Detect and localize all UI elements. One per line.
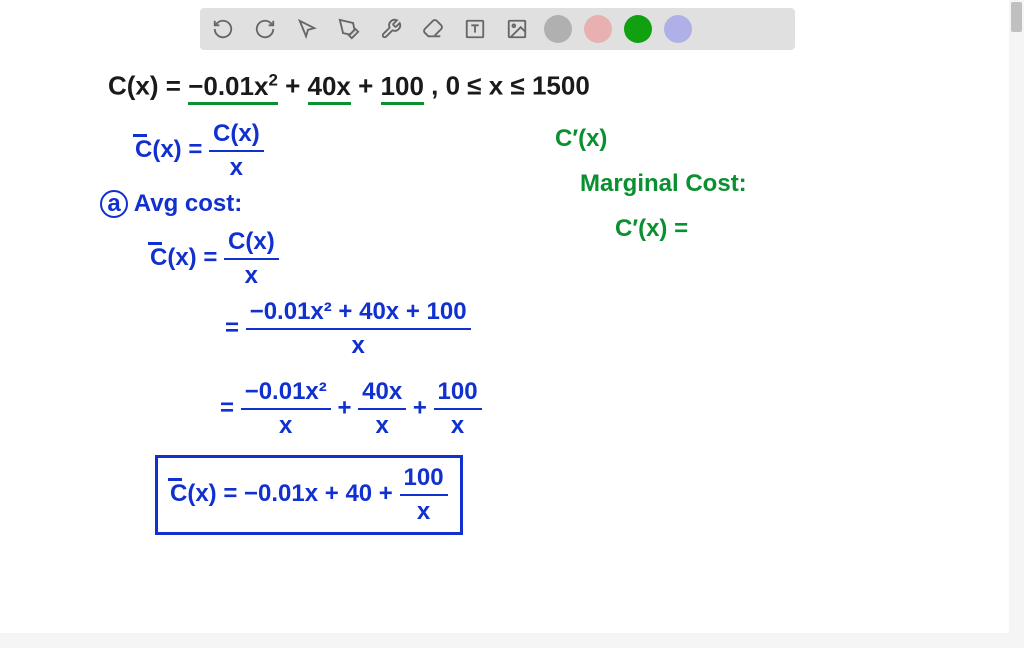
text-button[interactable]: [460, 14, 490, 44]
undo-button[interactable]: [208, 14, 238, 44]
equation-line-1: C(x) = −0.01x2 + 40x + 100 , 0 ≤ x ≤ 150…: [108, 70, 590, 102]
redo-button[interactable]: [250, 14, 280, 44]
horizontal-scrollbar[interactable]: [0, 633, 1009, 648]
term3: 100: [381, 71, 424, 105]
vertical-scrollbar[interactable]: [1009, 0, 1024, 648]
cbar-step2: = −0.01x² + 40x + 100 x: [225, 298, 471, 360]
cprime-equation: C′(x) =: [615, 215, 688, 243]
term2: 40x: [308, 71, 351, 105]
cx-label: C(x) =: [108, 71, 188, 101]
final-lhs: C(x) = −0.01x + 40 +: [170, 480, 400, 507]
image-button[interactable]: [502, 14, 532, 44]
cprime-label: C′(x): [555, 125, 607, 153]
cbar-step3: = −0.01x² x + 40x x + 100 x: [220, 378, 482, 440]
term1: −0.01x: [188, 71, 268, 101]
final-result-box: C(x) = −0.01x + 40 + 100 x: [155, 455, 463, 535]
section-a: a Avg cost:: [100, 190, 242, 218]
color-lavender[interactable]: [664, 15, 692, 43]
tools-button[interactable]: [376, 14, 406, 44]
section-a-marker: a: [100, 190, 128, 218]
pointer-button[interactable]: [292, 14, 322, 44]
cbar-step1: C(x) = C(x) x: [150, 228, 279, 290]
pen-button[interactable]: [334, 14, 364, 44]
color-green[interactable]: [624, 15, 652, 43]
cbar-definition: C(x) = C(x) x: [135, 120, 264, 182]
cbar-lhs: C(x) =: [135, 136, 209, 163]
eraser-button[interactable]: [418, 14, 448, 44]
avg-cost-label: Avg cost:: [134, 190, 242, 217]
scrollbar-thumb[interactable]: [1011, 2, 1022, 32]
color-pink[interactable]: [584, 15, 612, 43]
toolbar: [200, 8, 795, 50]
color-grey[interactable]: [544, 15, 572, 43]
domain-constraint: , 0 ≤ x ≤ 1500: [431, 71, 590, 101]
marginal-cost-label: Marginal Cost:: [580, 170, 747, 198]
